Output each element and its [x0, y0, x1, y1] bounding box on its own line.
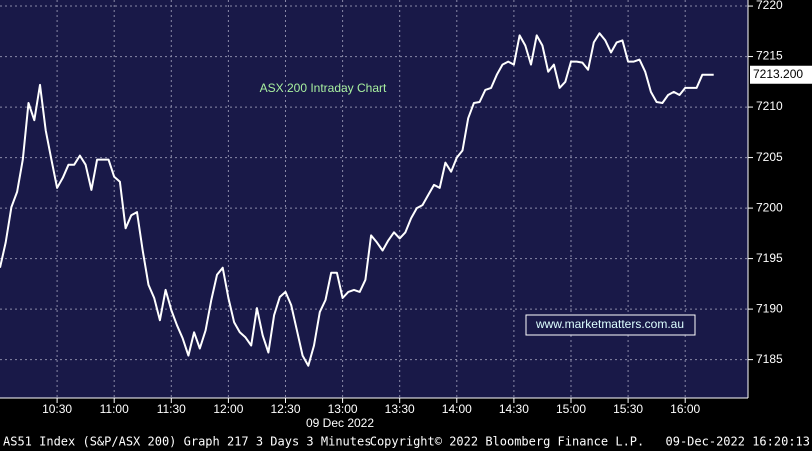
- footer-right: 09-Dec-2022 16:20:13: [666, 435, 811, 449]
- x-tick-label: 12:30: [270, 402, 300, 416]
- y-tick-label: 7195: [756, 251, 783, 265]
- watermark: www.marketmatters.com.au: [535, 317, 684, 331]
- y-tick-label: 7185: [756, 352, 783, 366]
- watermark-box: [525, 314, 696, 336]
- x-tick-label: 15:00: [556, 402, 586, 416]
- y-tick-label: 7215: [756, 49, 783, 63]
- date-label: 09 Dec 2022: [306, 416, 374, 430]
- x-tick-label: 13:00: [328, 402, 358, 416]
- x-tick-label: 16:00: [670, 402, 700, 416]
- x-tick-label: 10:30: [42, 402, 72, 416]
- x-tick-label: 11:30: [157, 402, 186, 416]
- y-tick-label: 7190: [756, 301, 783, 315]
- y-tick-label: 7200: [756, 200, 783, 214]
- y-tick-label: 7210: [756, 99, 783, 113]
- x-tick-label: 14:00: [442, 402, 472, 416]
- x-tick-label: 11:00: [100, 402, 129, 416]
- chart-title: ASX 200 Intraday Chart: [260, 81, 387, 95]
- y-tick-label: 7205: [756, 150, 783, 164]
- plot-area: [0, 0, 748, 398]
- x-tick-label: 14:30: [499, 402, 529, 416]
- x-tick-label: 12:00: [213, 402, 243, 416]
- last-price-box: [750, 65, 812, 84]
- footer-left: AS51 Index (S&P/ASX 200) Graph 217 3 Day…: [3, 435, 371, 449]
- x-tick-label: 15:30: [613, 402, 643, 416]
- price-line: [0, 32, 714, 367]
- last-price-label: 7213.200: [753, 67, 803, 81]
- footer-center: Copyright© 2022 Bloomberg Finance L.P.: [370, 435, 645, 449]
- y-tick-label: 7220: [756, 0, 783, 12]
- x-tick-label: 13:30: [385, 402, 415, 416]
